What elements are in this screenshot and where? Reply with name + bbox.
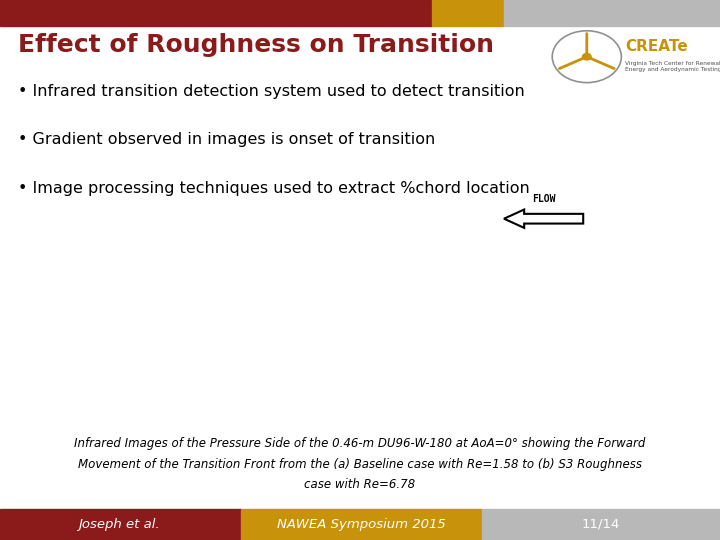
Text: • Image processing techniques used to extract %chord location: • Image processing techniques used to ex… — [18, 181, 530, 196]
Text: Joseph et al.: Joseph et al. — [78, 518, 160, 531]
Text: NAWEA Symposium 2015: NAWEA Symposium 2015 — [277, 518, 446, 531]
Bar — [432, 0, 504, 26]
Text: case with Re=6.78: case with Re=6.78 — [305, 478, 415, 491]
Text: Infrared Images of the Pressure Side of the 0.46-m DU96-W-180 at AoA=0° showing : Infrared Images of the Pressure Side of … — [74, 437, 646, 450]
Text: CREATe: CREATe — [625, 39, 688, 55]
Text: Virginia Tech Center for Renewable
Energy and Aerodynamic Testing: Virginia Tech Center for Renewable Energ… — [625, 61, 720, 72]
Circle shape — [582, 53, 591, 60]
Bar — [482, 509, 720, 540]
Bar — [0, 509, 241, 540]
Text: • Gradient observed in images is onset of transition: • Gradient observed in images is onset o… — [18, 132, 436, 147]
Text: • Infrared transition detection system used to detect transition: • Infrared transition detection system u… — [18, 84, 525, 99]
Text: FLOW: FLOW — [532, 193, 555, 204]
Text: 11/14: 11/14 — [582, 518, 621, 531]
Text: Effect of Roughness on Transition: Effect of Roughness on Transition — [18, 33, 494, 57]
Text: Movement of the Transition Front from the (a) Baseline case with Re=1.58 to (b) : Movement of the Transition Front from th… — [78, 458, 642, 471]
FancyArrow shape — [504, 210, 583, 228]
Bar — [241, 509, 482, 540]
Bar — [0, 0, 432, 26]
Bar — [504, 0, 720, 26]
